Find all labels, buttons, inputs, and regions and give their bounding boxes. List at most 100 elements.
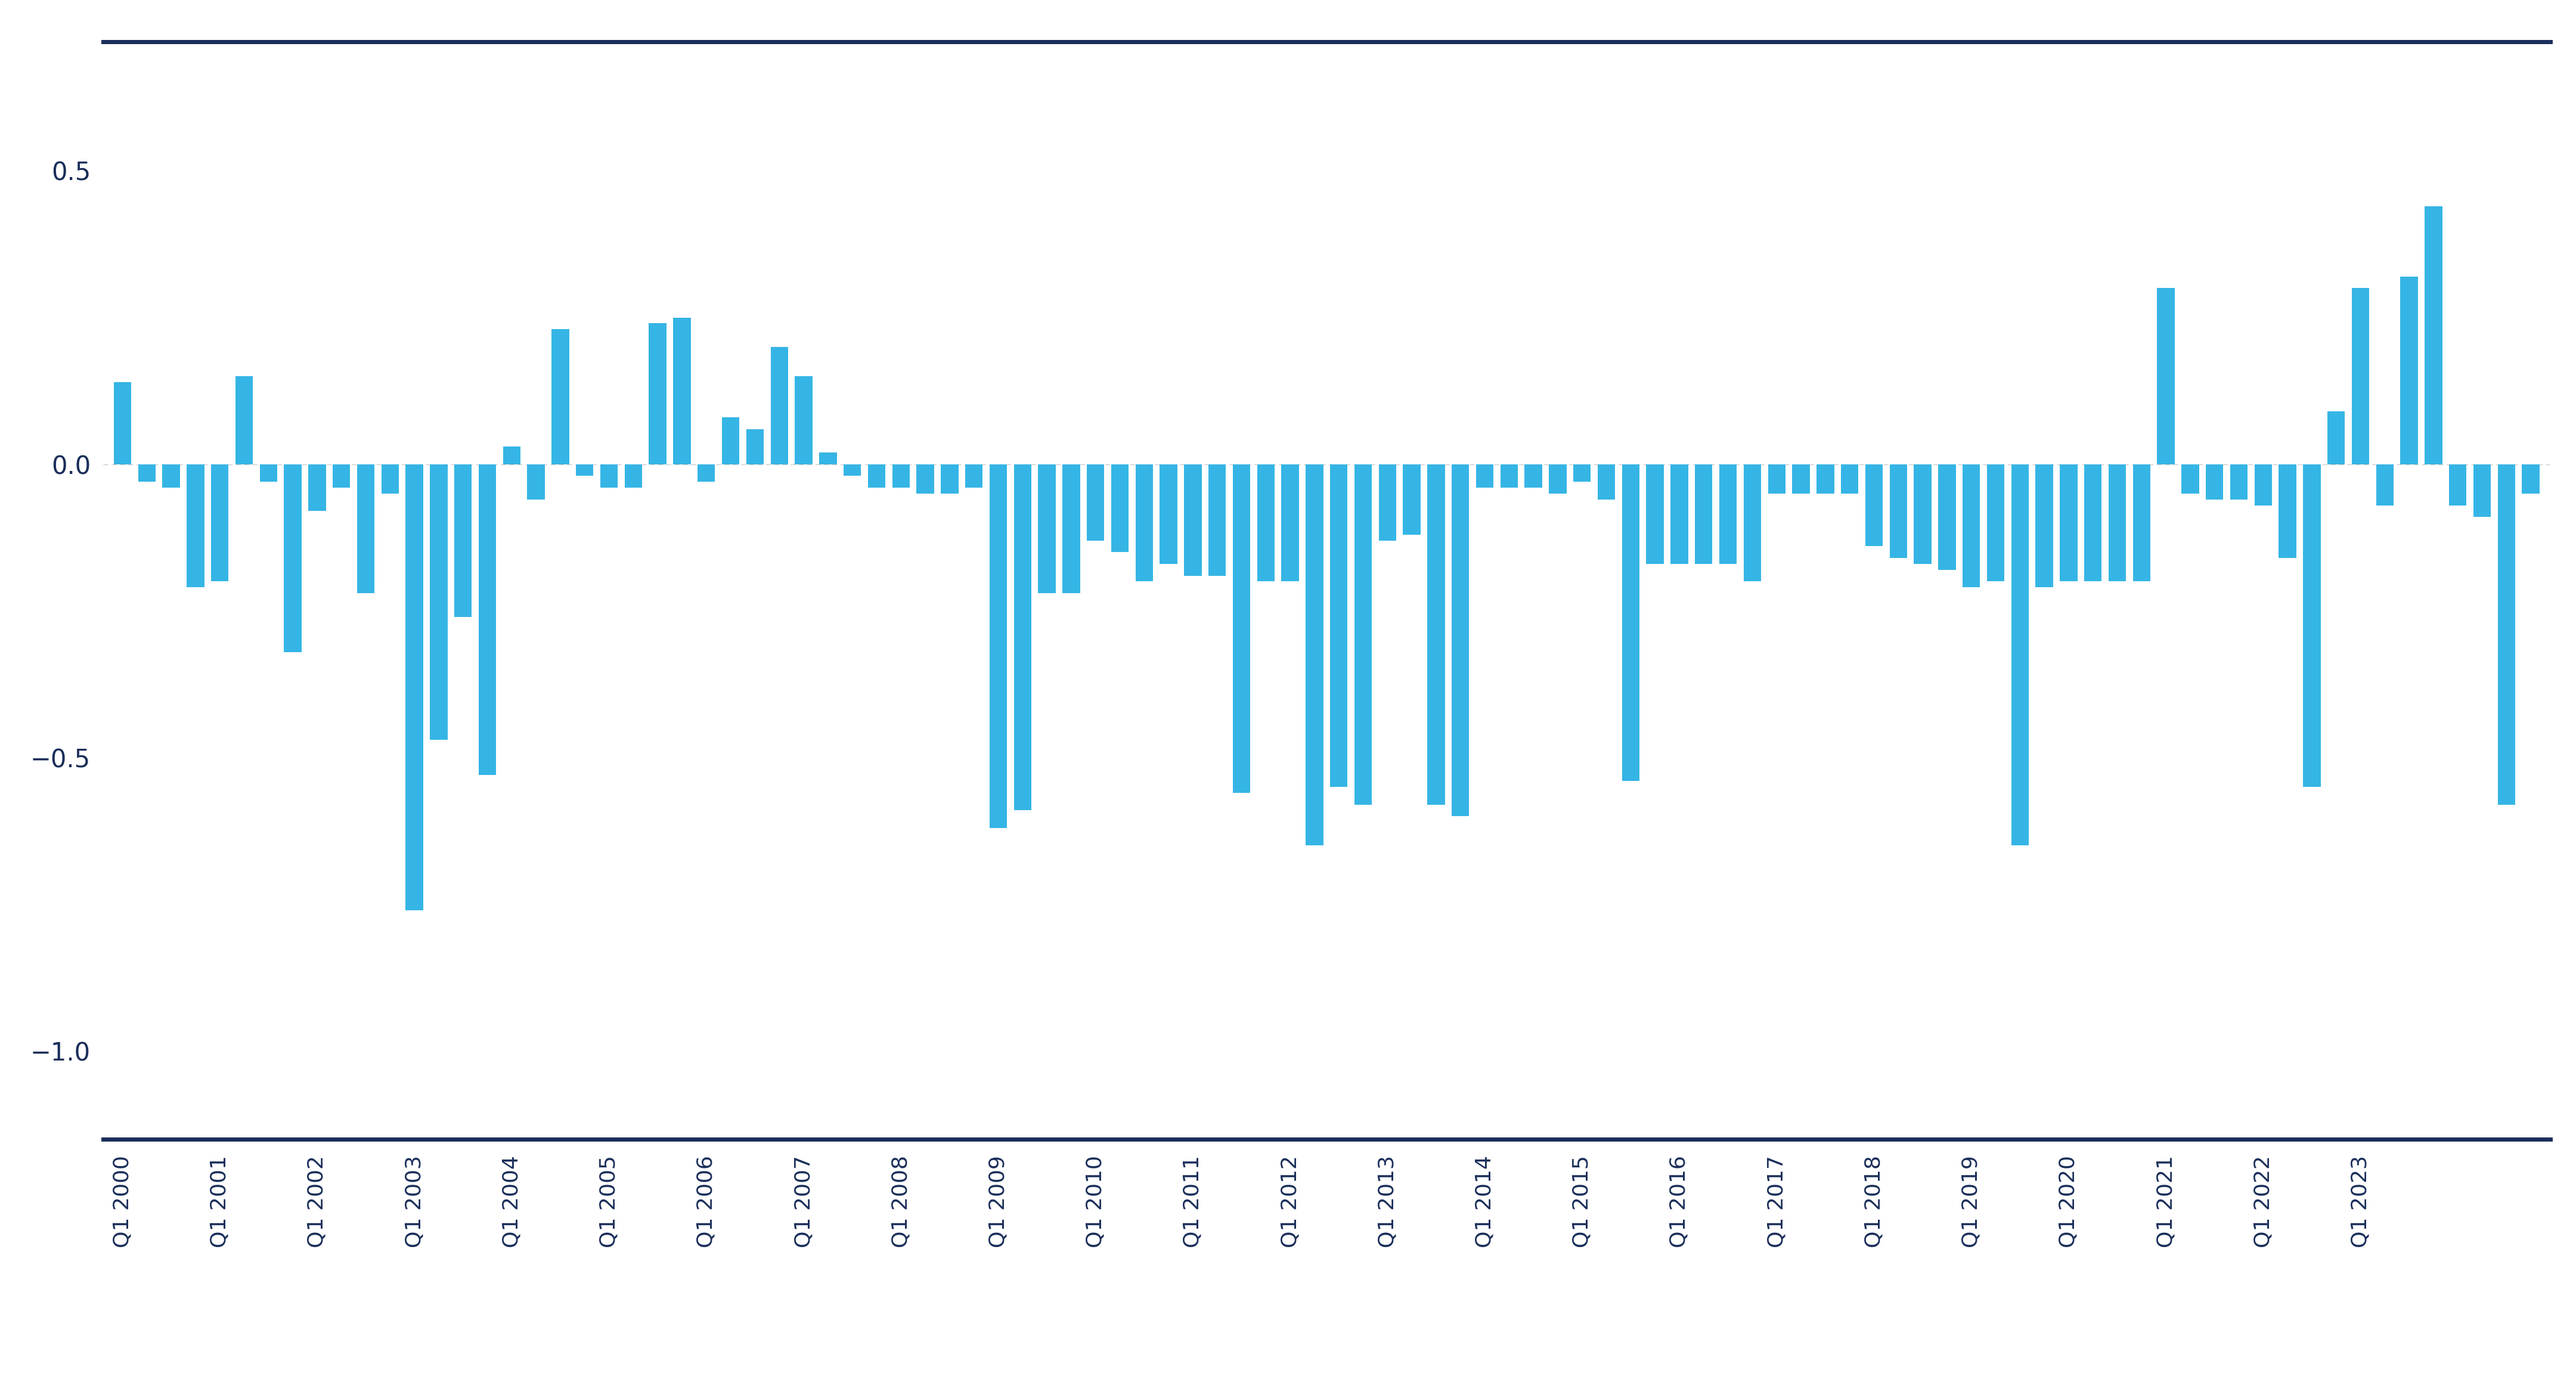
Bar [1280,464,1298,582]
Bar [1842,464,1857,493]
Bar [966,464,981,488]
Bar [528,464,544,500]
Bar [796,376,811,464]
Bar [1087,464,1105,540]
Bar [940,464,958,493]
Bar [917,464,935,493]
Bar [1329,464,1347,788]
Bar [1257,464,1275,582]
Bar [185,464,204,588]
Bar [2156,288,2174,464]
Bar [1548,464,1566,493]
Bar [1234,464,1249,793]
Bar [1208,464,1226,575]
Bar [2499,464,2514,804]
Bar [1499,464,1517,488]
Bar [358,464,374,593]
Bar [1646,464,1664,564]
Bar [211,464,229,582]
Bar [381,464,399,493]
Bar [770,347,788,464]
Bar [819,453,837,464]
Bar [1525,464,1543,488]
Bar [1159,464,1177,564]
Bar [1914,464,1932,564]
Bar [1136,464,1154,582]
Bar [1963,464,1981,588]
Bar [989,464,1007,828]
Bar [1061,464,1079,593]
Bar [600,464,618,488]
Bar [891,464,909,488]
Bar [2110,464,2125,582]
Bar [162,464,180,488]
Bar [1891,464,1906,558]
Bar [1015,464,1030,810]
Bar [2061,464,2076,582]
Bar [502,446,520,464]
Bar [842,464,860,476]
Bar [577,464,592,476]
Bar [1937,464,1955,569]
Bar [2205,464,2223,500]
Bar [1623,464,1638,781]
Bar [2473,464,2491,517]
Bar [649,324,667,464]
Bar [1427,464,1445,804]
Bar [1767,464,1785,493]
Bar [453,464,471,617]
Bar [1378,464,1396,540]
Bar [1355,464,1373,804]
Bar [2522,464,2540,493]
Bar [1574,464,1592,482]
Bar [551,329,569,464]
Bar [309,464,327,511]
Bar [1793,464,1811,493]
Bar [283,464,301,651]
Bar [2254,464,2272,506]
Bar [2424,206,2442,464]
Bar [1476,464,1494,488]
Bar [2375,464,2393,506]
Bar [430,464,448,740]
Bar [1110,464,1128,553]
Bar [332,464,350,488]
Bar [2084,464,2102,582]
Bar [113,382,131,464]
Bar [1306,464,1324,846]
Bar [2035,464,2053,588]
Bar [1865,464,1883,546]
Bar [2182,464,2200,493]
Bar [1986,464,2004,582]
Bar [234,376,252,464]
Bar [260,464,278,482]
Bar [1404,464,1419,535]
Bar [1695,464,1713,564]
Bar [672,318,690,464]
Bar [1597,464,1615,500]
Bar [2012,464,2030,846]
Bar [1718,464,1736,564]
Bar [1816,464,1834,493]
Bar [2280,464,2295,558]
Bar [139,464,155,482]
Bar [1672,464,1687,564]
Bar [868,464,886,488]
Bar [1185,464,1200,575]
Bar [2326,411,2344,464]
Bar [1453,464,1468,817]
Bar [698,464,716,482]
Bar [747,429,762,464]
Bar [2133,464,2151,582]
Bar [623,464,641,488]
Bar [479,464,497,775]
Bar [2401,276,2419,464]
Bar [721,417,739,464]
Bar [2303,464,2321,788]
Bar [404,464,422,910]
Bar [1038,464,1056,593]
Bar [1744,464,1762,582]
Bar [2231,464,2249,500]
Bar [2352,288,2370,464]
Bar [2450,464,2468,506]
